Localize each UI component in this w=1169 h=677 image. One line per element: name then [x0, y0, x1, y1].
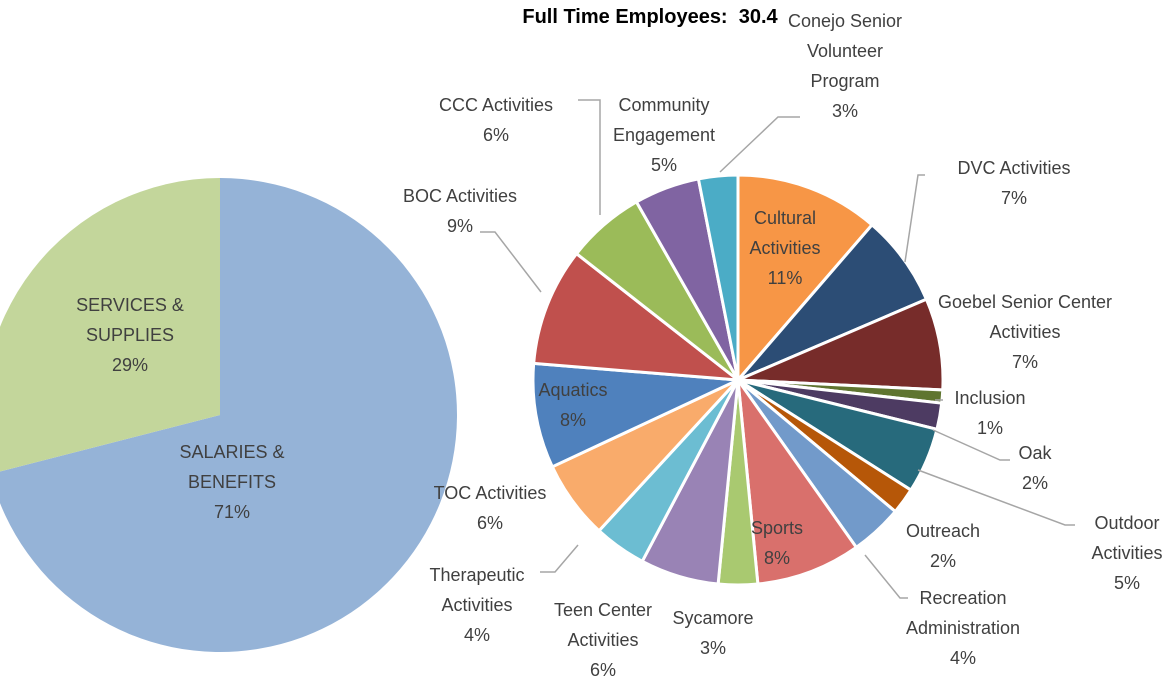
- slice-label: Outreach 2%: [893, 516, 993, 576]
- pie-slice: [532, 251, 743, 382]
- value-label: 5%: [1113, 573, 1140, 593]
- value-label: 2%: [1021, 473, 1048, 493]
- value-label: 7%: [1000, 188, 1027, 208]
- value-label: 4%: [463, 625, 490, 645]
- category-label: DVC Activities: [957, 158, 1071, 178]
- value-label: 71%: [213, 502, 251, 522]
- category-label: Conejo Senior Volunteer Program: [787, 11, 903, 91]
- slice-label: Oak 2%: [1005, 438, 1065, 498]
- slice-label: Teen Center Activities 6%: [543, 595, 663, 677]
- pie-slice: [736, 173, 875, 385]
- leader-line: [904, 174, 925, 263]
- category-label: Therapeutic Activities: [429, 565, 525, 615]
- value-label: 6%: [476, 513, 503, 533]
- category-label: Outdoor Activities: [1091, 513, 1163, 563]
- pie-slice: [696, 173, 740, 381]
- leader-line: [578, 99, 601, 215]
- category-label: Teen Center Activities: [553, 600, 653, 650]
- slice-label: Goebel Senior Center Activities 7%: [935, 287, 1115, 377]
- value-label: 2%: [929, 551, 956, 571]
- value-label: 5%: [650, 155, 677, 175]
- category-label: BOC Activities: [402, 186, 518, 206]
- slice-label: SERVICES & SUPPLIES 29%: [55, 290, 205, 380]
- slice-label: Sycamore 3%: [663, 603, 763, 663]
- category-label: SERVICES & SUPPLIES: [76, 295, 184, 345]
- category-label: TOC Activities: [433, 483, 547, 503]
- pie-slice: [0, 178, 457, 652]
- value-label: 6%: [482, 125, 509, 145]
- value-label: 6%: [589, 660, 616, 677]
- category-label: Community Engagement: [612, 95, 716, 145]
- category-label: Oak: [1018, 443, 1052, 463]
- value-label: 4%: [949, 648, 976, 668]
- slice-label: Recreation Administration 4%: [888, 583, 1038, 673]
- category-label: Sports: [750, 518, 804, 538]
- leader-line: [932, 429, 1010, 461]
- value-label: 29%: [111, 355, 149, 375]
- value-label: 7%: [1011, 352, 1038, 372]
- category-label: CCC Activities: [438, 95, 554, 115]
- pie-slice: [531, 361, 744, 469]
- value-label: 9%: [446, 216, 473, 236]
- category-label: Inclusion: [954, 388, 1026, 408]
- slice-label: BOC Activities 9%: [385, 181, 535, 241]
- slice-label: CCC Activities 6%: [421, 90, 571, 150]
- value-label: 3%: [831, 101, 858, 121]
- slice-label: Conejo Senior Volunteer Program 3%: [770, 6, 920, 126]
- value-label: 8%: [763, 548, 790, 568]
- category-label: Aquatics: [538, 380, 608, 400]
- pie-slice: [0, 178, 220, 472]
- chart-title: Full Time Employees: 30.4: [522, 6, 778, 28]
- category-label: Cultural Activities: [749, 208, 821, 258]
- slice-label: Sports 8%: [737, 513, 817, 573]
- slice-label: Cultural Activities 11%: [730, 203, 840, 293]
- slice-label: SALARIES & BENEFITS 71%: [157, 437, 307, 527]
- leader-line: [719, 116, 800, 173]
- category-label: Goebel Senior Center Activities: [937, 292, 1113, 342]
- slice-label: Outdoor Activities 5%: [1077, 508, 1169, 598]
- value-label: 3%: [699, 638, 726, 658]
- slice-label: Therapeutic Activities 4%: [412, 560, 542, 650]
- category-label: SALARIES & BENEFITS: [179, 442, 285, 492]
- leader-line: [540, 544, 579, 573]
- slice-label: Inclusion 1%: [935, 383, 1045, 443]
- value-label: 11%: [767, 268, 803, 288]
- category-label: Outreach: [905, 521, 981, 541]
- category-label: Sycamore: [672, 608, 754, 628]
- pie-slice: [735, 374, 859, 586]
- slice-label: Community Engagement 5%: [594, 90, 734, 180]
- leader-line: [480, 231, 542, 293]
- slice-label: TOC Activities 6%: [415, 478, 565, 538]
- value-label: 8%: [559, 410, 586, 430]
- value-label: 1%: [976, 418, 1003, 438]
- category-label: Recreation Administration: [905, 588, 1021, 638]
- slice-label: DVC Activities 7%: [929, 153, 1099, 213]
- leader-line: [864, 554, 908, 599]
- leader-line: [917, 469, 1075, 526]
- slice-label: Aquatics 8%: [523, 375, 623, 435]
